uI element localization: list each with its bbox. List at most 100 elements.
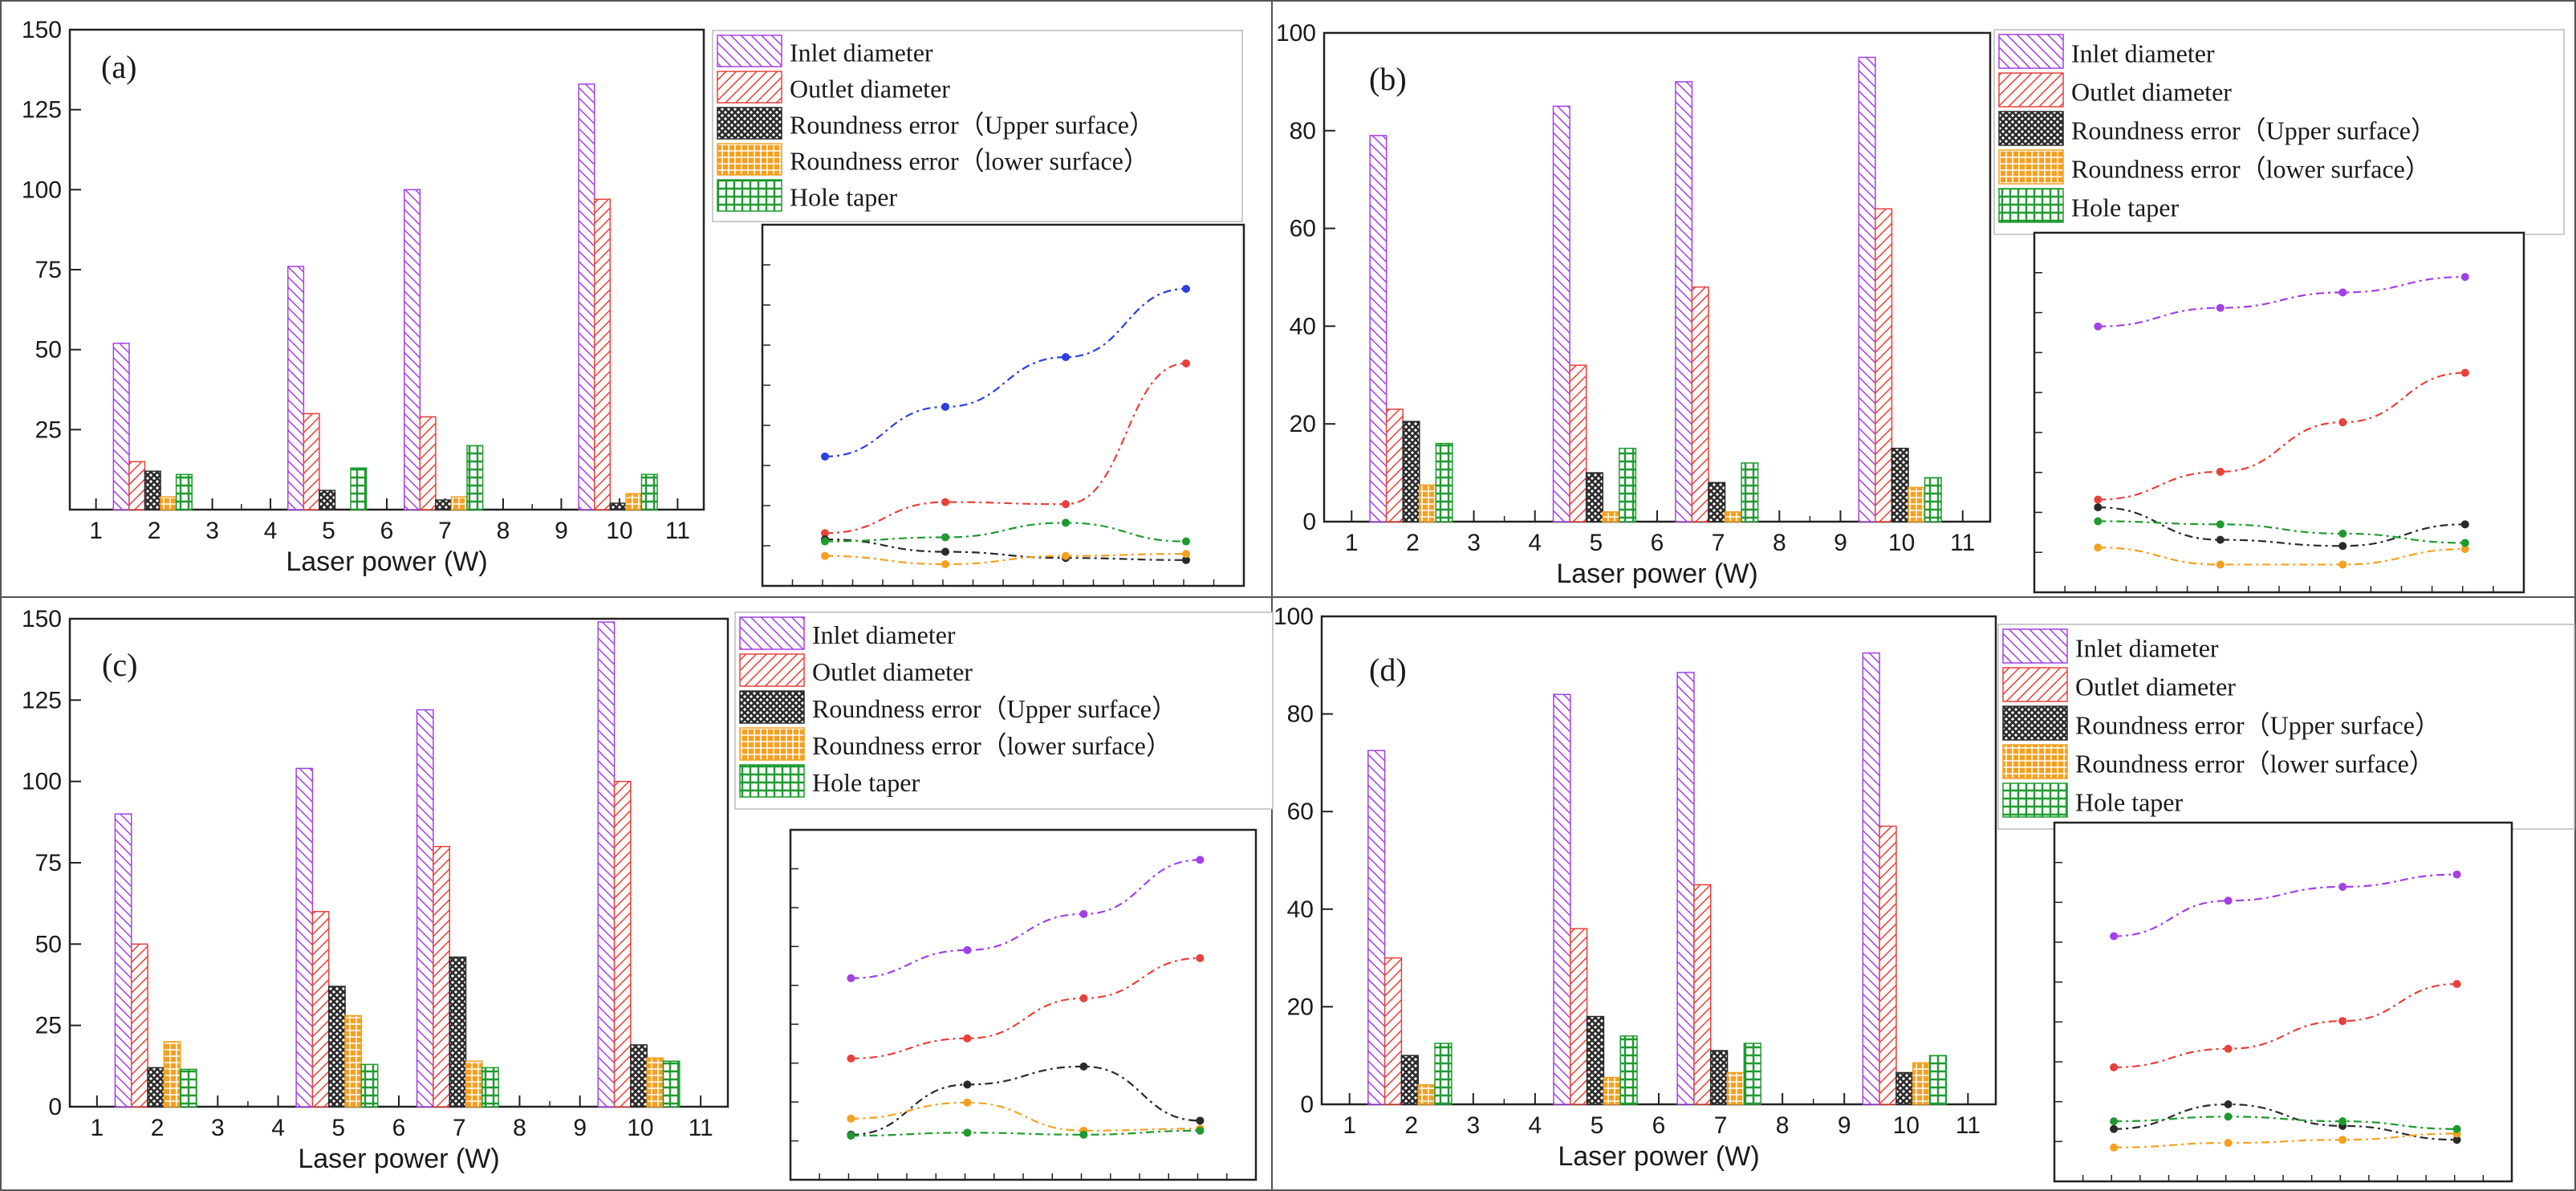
panel-b: 1 2 3 4 5 6 7 8 9 10 11 0 20 40 60 80 100 Laser power (W)… <box>1276 20 2565 594</box>
x-axis-label: Laser power (W) <box>286 547 487 577</box>
bar-taper <box>175 474 193 510</box>
bar-inlet <box>403 189 421 510</box>
inset-point-outlet <box>2216 467 2225 476</box>
legend-label-lower: Roundness error（lower surface） <box>812 731 1172 760</box>
inset-line-inlet <box>824 287 1187 457</box>
y-tick-label: 40 <box>1290 313 1316 339</box>
y-tick-label: 60 <box>1287 799 1314 825</box>
panel-c: 1 2 3 4 5 6 7 8 9 10 11 0 25 50 75 100 125 150 Laser power… <box>22 606 1274 1181</box>
inset-point-upper <box>2216 535 2225 544</box>
y-tick-label: 100 <box>1274 604 1314 630</box>
x-tick-label: 10 <box>1888 530 1915 556</box>
inset-point-lower <box>2216 560 2225 569</box>
y-tick-label: 150 <box>22 17 62 43</box>
x-tick-label: 6 <box>380 518 394 544</box>
bar-outlet <box>1693 884 1712 1105</box>
bar-outlet <box>1570 928 1588 1105</box>
bar-outlet <box>1875 208 1893 522</box>
x-tick-label: 1 <box>1345 530 1359 556</box>
bar-inlet <box>1553 693 1571 1105</box>
inset-point-outlet <box>2452 980 2461 989</box>
legend-label-lower: Roundness error（lower surface） <box>790 146 1149 175</box>
bar-taper <box>662 1060 681 1108</box>
x-tick-label: 4 <box>1528 530 1542 556</box>
legend-label-outlet: Outlet diameter <box>2075 673 2236 701</box>
inset-point-upper <box>1182 555 1190 564</box>
bar-inlet <box>1552 105 1570 522</box>
inset-point-lower <box>2460 545 2469 554</box>
legend-swatch-upper <box>2002 705 2068 741</box>
inset-point-taper <box>2338 1117 2347 1126</box>
legend-swatch-inlet <box>1998 34 2064 69</box>
inset-point-taper <box>2452 1124 2461 1133</box>
inset-point-upper <box>2110 1124 2119 1133</box>
bar-inlet <box>1862 652 1880 1105</box>
inset-point-inlet <box>1196 856 1205 864</box>
x-tick-label: 4 <box>264 518 278 544</box>
bar-outlet <box>128 461 146 510</box>
inset-point-upper <box>2452 1136 2461 1144</box>
bar-inlet <box>1367 750 1386 1105</box>
bar-inlet <box>112 342 130 510</box>
inset-point-taper <box>1182 537 1190 546</box>
inset-point-outlet <box>2224 1044 2233 1053</box>
inset-line-taper <box>2098 520 2465 544</box>
inset-point-taper <box>2460 539 2469 547</box>
bar-lower <box>465 1060 483 1108</box>
x-tick-label: 11 <box>665 518 690 544</box>
bar-lower <box>160 496 177 510</box>
x-tick-label: 6 <box>1652 1112 1666 1139</box>
inset-point-inlet <box>2338 288 2347 297</box>
x-tick-label: 8 <box>1776 1112 1790 1139</box>
legend-swatch-taper <box>1998 188 2064 223</box>
inset-point-taper <box>1196 1126 1205 1135</box>
y-tick-label: 75 <box>35 257 62 283</box>
legend-label-outlet: Outlet diameter <box>790 74 950 103</box>
legend-swatch-outlet <box>717 71 782 104</box>
legend-swatch-inlet <box>2002 628 2068 664</box>
bar-inlet <box>287 266 305 510</box>
x-tick-label: 3 <box>211 1115 225 1141</box>
inset-point-inlet <box>941 402 949 411</box>
inset-point-outlet <box>2338 1017 2347 1026</box>
legend-label-upper: Roundness error（Upper surface） <box>812 694 1177 723</box>
x-tick-label: 1 <box>1343 1112 1356 1139</box>
legend-label-outlet: Outlet diameter <box>2071 78 2232 107</box>
bar-lower <box>1603 1076 1621 1105</box>
inset-point-outlet <box>1079 994 1088 1002</box>
bar-outlet <box>1383 957 1403 1105</box>
x-tick-label: 1 <box>91 1115 104 1141</box>
bar-outlet <box>613 780 632 1108</box>
panel-label: (a) <box>101 49 136 85</box>
inset-point-lower <box>2338 560 2347 569</box>
inset-point-taper <box>821 537 829 546</box>
inset-point-lower <box>941 560 949 568</box>
inset-point-inlet <box>1079 909 1088 918</box>
inset-point-inlet <box>2110 932 2119 941</box>
bar-taper <box>1435 442 1453 522</box>
inset-point-taper <box>2094 517 2103 526</box>
inset-point-outlet <box>1062 500 1070 509</box>
legend-label-taper: Hole taper <box>2071 193 2180 222</box>
bar-upper <box>1400 1055 1419 1105</box>
x-tick-label: 11 <box>1950 530 1975 556</box>
x-tick-label: 10 <box>606 518 632 544</box>
inset-point-outlet <box>821 529 829 538</box>
inset-point-inlet <box>2460 273 2469 282</box>
legend-label-lower: Roundness error（lower surface） <box>2071 155 2431 184</box>
inset-line-upper <box>824 538 1187 561</box>
bar-lower <box>1726 1071 1745 1105</box>
legend-swatch-lower <box>717 143 782 176</box>
bar-taper <box>1434 1043 1453 1105</box>
legend-label-inlet: Inlet diameter <box>812 620 956 649</box>
x-tick-label: 6 <box>1651 530 1664 556</box>
legend-swatch-lower <box>1998 149 2064 185</box>
inset-point-taper <box>1079 1130 1088 1139</box>
bar-upper <box>609 502 627 510</box>
y-tick-label: 25 <box>35 1013 62 1039</box>
inset-point-upper <box>2460 520 2469 529</box>
x-tick-label: 3 <box>1466 1112 1480 1139</box>
inset-point-taper <box>847 1132 855 1140</box>
legend-box <box>712 30 1243 222</box>
